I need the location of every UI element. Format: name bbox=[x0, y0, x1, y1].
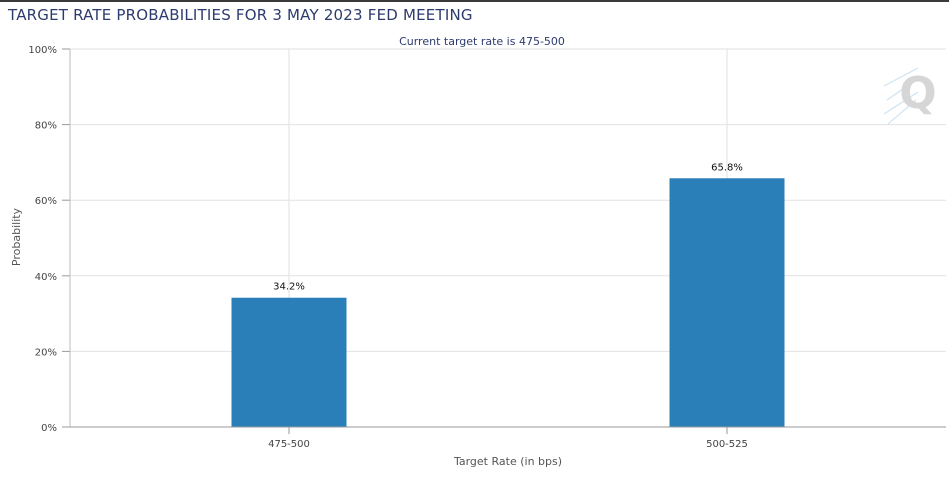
grid-layer bbox=[70, 48, 946, 427]
bar-data-label: 65.8% bbox=[711, 162, 743, 173]
watermark-stripe bbox=[886, 75, 923, 101]
bar-layer: 34.2% 65.8% bbox=[231, 162, 785, 427]
axis-layer: 0% 20% 40% 60% 80% 100% 475-500 500-525 bbox=[28, 45, 946, 450]
y-tick-label: 0% bbox=[41, 423, 57, 434]
chart-subtitle: Current target rate is 475-500 bbox=[399, 35, 565, 48]
y-axis-title: Probability bbox=[10, 207, 23, 266]
top-border bbox=[0, 0, 949, 2]
y-tick-label: 100% bbox=[28, 45, 57, 56]
y-tick-label: 40% bbox=[35, 272, 57, 283]
x-tick-label: 475-500 bbox=[268, 439, 310, 450]
page-title: TARGET RATE PROBABILITIES FOR 3 MAY 2023… bbox=[8, 6, 473, 24]
watermark-stripe bbox=[883, 67, 919, 87]
watermark-letter: Q bbox=[899, 68, 936, 119]
q-logo-icon: Q bbox=[883, 67, 937, 125]
y-tick-label: 20% bbox=[35, 347, 57, 358]
y-tick-label: 80% bbox=[35, 121, 57, 132]
bar-475-500 bbox=[231, 297, 347, 427]
y-tick-label: 60% bbox=[35, 196, 57, 207]
bar-data-label: 34.2% bbox=[273, 282, 305, 293]
bar-500-525 bbox=[669, 178, 785, 427]
watermark-stripe bbox=[887, 99, 917, 125]
x-axis-title: Target Rate (in bps) bbox=[453, 455, 562, 468]
x-tick-label: 500-525 bbox=[706, 439, 748, 450]
watermark-stripe bbox=[883, 91, 919, 115]
